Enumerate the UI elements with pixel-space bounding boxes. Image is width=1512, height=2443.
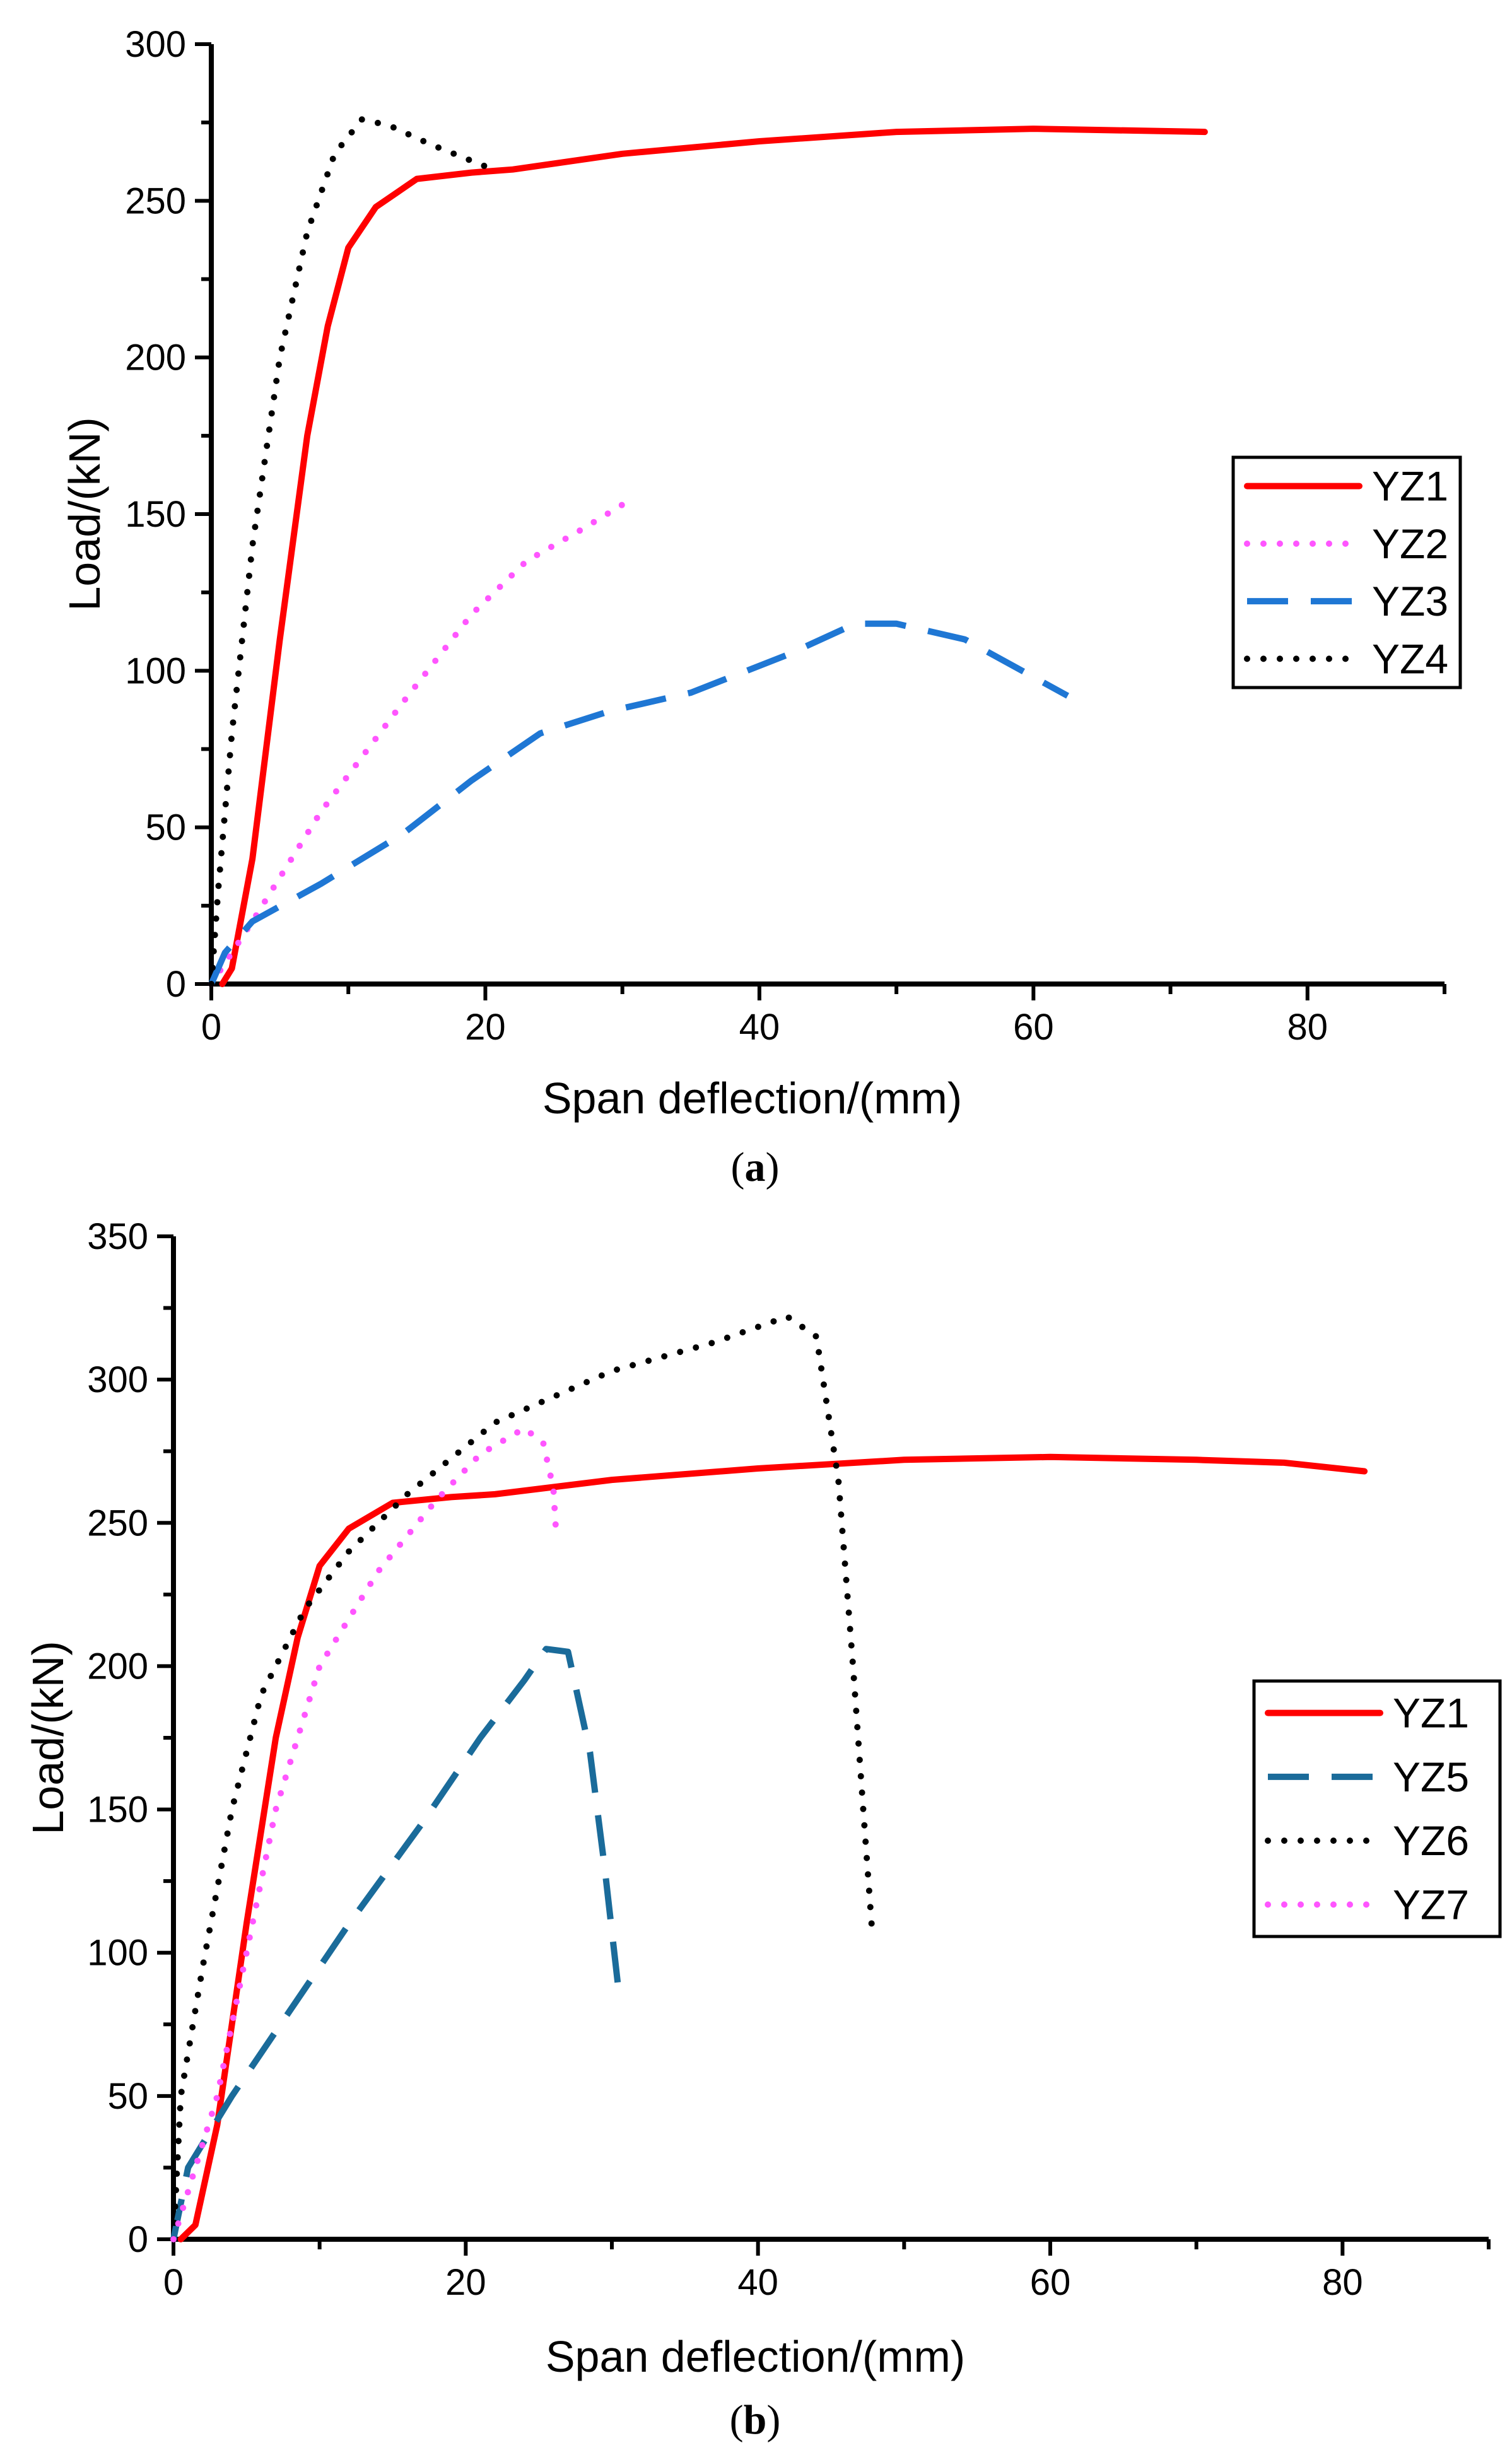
series-line-yz7 bbox=[170, 1425, 560, 2242]
series-line-yz1 bbox=[177, 1453, 1368, 2242]
legend-label-yz4: YZ4 bbox=[1372, 635, 1448, 682]
x-tick-label: 40 bbox=[739, 1007, 780, 1048]
legend-box bbox=[1252, 1679, 1502, 1938]
y-tick-label: 200 bbox=[87, 1646, 148, 1687]
x-axis-title: Span deflection/(mm) bbox=[542, 1074, 962, 1123]
x-tick-label: 20 bbox=[465, 1007, 506, 1048]
legend-label-yz2: YZ2 bbox=[1372, 520, 1448, 567]
y-tick-label: 350 bbox=[87, 1216, 148, 1257]
series-line-yz4 bbox=[208, 116, 489, 987]
y-tick-label: 150 bbox=[125, 494, 186, 535]
panel-caption: (a) bbox=[731, 1144, 780, 1190]
series-line-yz1 bbox=[219, 126, 1208, 987]
legend: YZ1 YZ2 YZ3 YZ4 bbox=[1231, 455, 1462, 689]
x-tick-label: 0 bbox=[201, 1007, 221, 1048]
x-axis-title: Span deflection/(mm) bbox=[546, 2332, 965, 2381]
series-line-yz3 bbox=[208, 620, 1070, 986]
y-tick-label: 0 bbox=[166, 964, 186, 1005]
legend-box bbox=[1231, 455, 1462, 689]
y-axis-title: Load/(kN) bbox=[60, 417, 109, 611]
y-tick-label: 150 bbox=[87, 1790, 148, 1831]
y-tick-label: 0 bbox=[128, 2219, 148, 2260]
y-tick-label: 300 bbox=[125, 24, 186, 65]
y-tick-label: 50 bbox=[145, 807, 186, 848]
y-tick-label: 50 bbox=[107, 2076, 148, 2117]
y-tick-label: 250 bbox=[125, 180, 186, 221]
chart-panel-a: 0 20 40 60 80 0 50 100 150 200 250 300 Span deflecti… bbox=[60, 24, 1462, 1190]
legend-label-yz5: YZ5 bbox=[1393, 1754, 1469, 1800]
legend-label-yz3: YZ3 bbox=[1372, 578, 1448, 624]
series-line-yz5 bbox=[170, 1646, 623, 2241]
x-tick-label: 60 bbox=[1013, 1007, 1054, 1048]
series-line-yz6 bbox=[170, 1313, 876, 2242]
chart-panel-b: 0 20 40 60 80 0 50 100 150 200 250 300 350 Span defle… bbox=[23, 1216, 1502, 2443]
x-tick-label: 60 bbox=[1030, 2262, 1071, 2303]
y-tick-label: 100 bbox=[125, 650, 186, 691]
legend-label-yz7: YZ7 bbox=[1393, 1881, 1469, 1928]
x-tick-label: 0 bbox=[163, 2262, 184, 2303]
y-axis-title: Load/(kN) bbox=[23, 1641, 73, 1834]
y-tick-label: 250 bbox=[87, 1503, 148, 1544]
y-tick-label: 200 bbox=[125, 337, 186, 378]
legend-label-yz1: YZ1 bbox=[1372, 463, 1448, 510]
x-tick-label: 20 bbox=[445, 2262, 486, 2303]
y-tick-label: 100 bbox=[87, 1933, 148, 1974]
legend: YZ1 YZ5 YZ6 YZ7 bbox=[1252, 1679, 1502, 1938]
x-tick-label: 40 bbox=[737, 2262, 778, 2303]
legend-label-yz6: YZ6 bbox=[1393, 1817, 1469, 1864]
legend-label-yz1: YZ1 bbox=[1393, 1690, 1469, 1737]
panel-caption: (b) bbox=[730, 2397, 781, 2443]
series-line-yz2 bbox=[208, 501, 626, 987]
y-tick-label: 300 bbox=[87, 1359, 148, 1400]
x-tick-label: 80 bbox=[1322, 2262, 1363, 2303]
x-tick-label: 80 bbox=[1287, 1007, 1328, 1048]
